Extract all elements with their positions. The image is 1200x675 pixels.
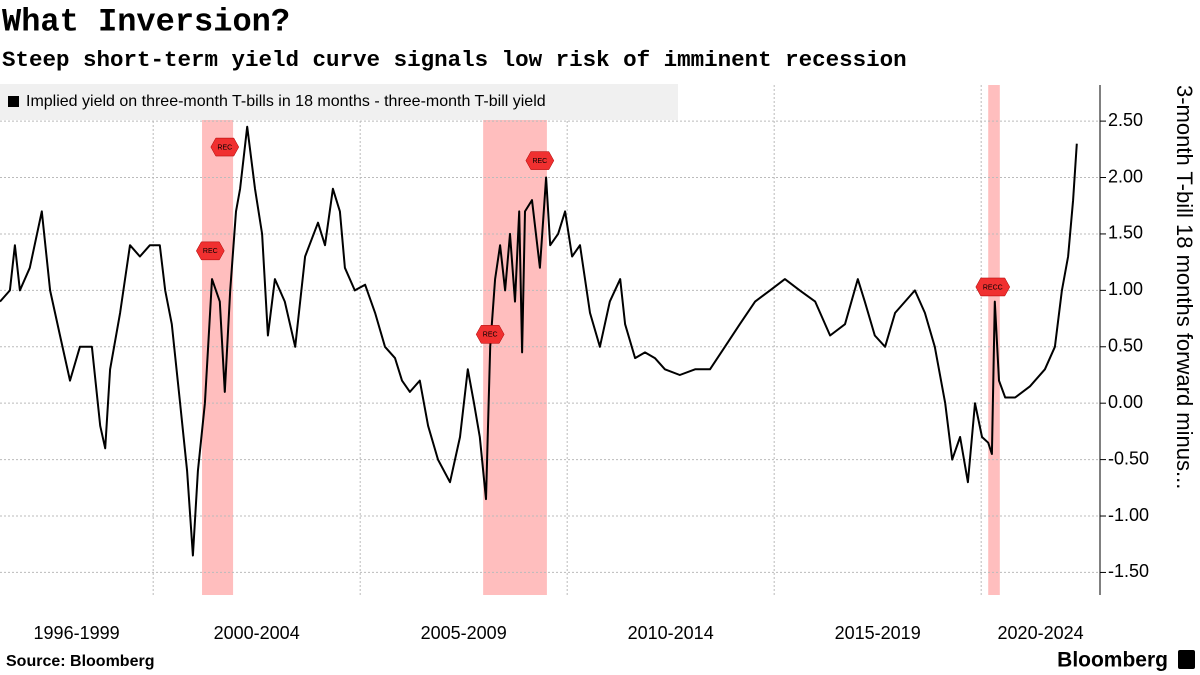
y-tick-label: 2.50 xyxy=(1108,110,1143,130)
source: Source: Bloomberg xyxy=(6,653,154,670)
legend-swatch xyxy=(8,96,19,107)
rec-marker-label: REC xyxy=(203,248,218,255)
series-line xyxy=(0,125,1078,557)
chart-subtitle: Steep short-term yield curve signals low… xyxy=(2,47,907,73)
chart-title: What Inversion? xyxy=(2,3,290,40)
legend-box xyxy=(0,84,678,120)
rec-marker-label: RECC xyxy=(983,284,1003,291)
brand-icon xyxy=(1178,650,1195,669)
rec-marker xyxy=(196,241,225,261)
rec-marker xyxy=(475,325,505,344)
rec-marker-label: REC xyxy=(532,158,547,165)
x-period-label: 2005-2009 xyxy=(421,623,507,643)
brand: Bloomberg xyxy=(1057,649,1168,672)
y-tick-label: 1.00 xyxy=(1108,279,1143,299)
y-tick-label: 1.50 xyxy=(1108,223,1143,243)
rec-marker-label: REC xyxy=(217,144,232,151)
y-tick-label: 0.50 xyxy=(1108,336,1143,356)
x-period-label: 2015-2019 xyxy=(835,623,921,643)
y-tick-label: -0.50 xyxy=(1108,448,1149,468)
x-period-label: 1996-1999 xyxy=(34,623,120,643)
rec-marker xyxy=(210,137,240,157)
x-period-label: 2000-2004 xyxy=(214,623,300,643)
rec-marker-label: REC xyxy=(483,332,498,339)
rec-marker xyxy=(525,151,555,170)
rec-marker xyxy=(975,277,1011,297)
x-period-label: 2020-2024 xyxy=(998,623,1084,643)
x-period-label: 2010-2014 xyxy=(628,623,714,643)
legend-label: Implied yield on three-month T-bills in … xyxy=(26,93,546,110)
y-tick-label: -1.00 xyxy=(1108,505,1149,525)
y-tick-label: 0.00 xyxy=(1108,392,1143,412)
y-axis-label: 3-month T-bill 18 months forward minus..… xyxy=(1172,85,1197,489)
y-tick-label: -1.50 xyxy=(1108,561,1149,581)
y-tick-label: 2.00 xyxy=(1108,166,1143,186)
